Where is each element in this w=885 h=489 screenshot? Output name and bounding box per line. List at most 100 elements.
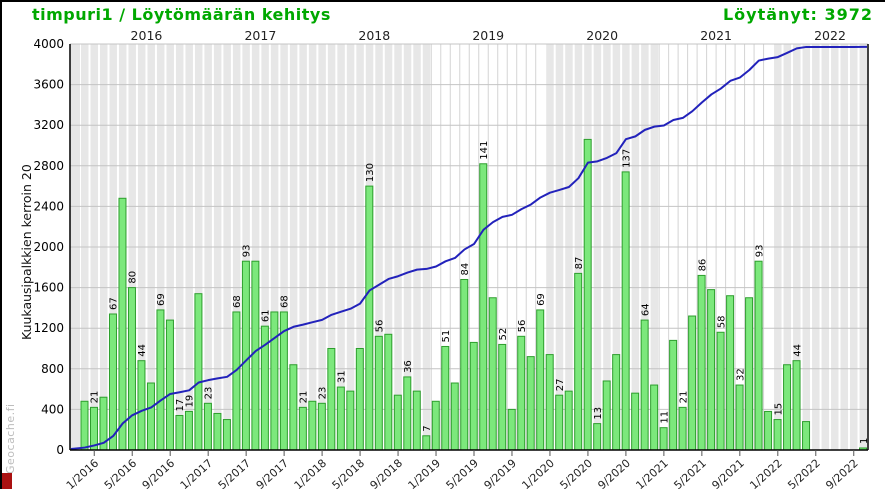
bar-value-label: 21 <box>90 391 101 404</box>
bar-value-label: 21 <box>678 391 689 404</box>
find-bar <box>488 297 497 451</box>
y-tick-label: 2400 <box>33 199 64 213</box>
find-bar <box>317 402 326 451</box>
find-bar <box>526 356 535 451</box>
y-tick-label: 400 <box>41 402 64 416</box>
x-tick-label: 9/2020 <box>595 457 632 489</box>
year-label: 2016 <box>131 28 163 43</box>
find-bar <box>574 272 583 451</box>
bar-value-label: 11 <box>659 411 670 424</box>
found-count: Löytänyt: 3972 <box>722 5 873 24</box>
bar-value-label: 93 <box>242 244 253 257</box>
find-bar <box>469 341 478 451</box>
bar-value-label: 130 <box>365 163 376 182</box>
bar-value-label: 19 <box>185 395 196 408</box>
find-bar <box>308 400 317 451</box>
find-bar <box>754 260 763 451</box>
bar-value-label: 44 <box>792 344 803 357</box>
bar-value-label: 141 <box>479 141 490 160</box>
find-bar <box>707 289 716 451</box>
find-bar <box>232 311 241 451</box>
find-bar <box>602 380 611 451</box>
year-label: 2022 <box>814 28 846 43</box>
cumulative-finds-line <box>70 45 867 450</box>
bar-value-label: 58 <box>716 316 727 329</box>
x-tick-label: 9/2016 <box>140 457 177 489</box>
find-bar <box>422 435 431 451</box>
find-bar <box>355 348 364 451</box>
x-tick-label: 5/2019 <box>444 457 481 489</box>
find-bar <box>564 390 573 451</box>
bar-value-label: 32 <box>735 368 746 381</box>
find-bar <box>735 384 744 451</box>
page-title: timpuri1 / Löytömäärän kehitys <box>32 5 331 24</box>
find-bar <box>631 392 640 451</box>
bar-value-label: 69 <box>536 293 547 306</box>
find-bar <box>764 410 773 451</box>
x-tick-label: 1/2016 <box>64 457 101 489</box>
x-tick-label: 1/2022 <box>747 457 784 489</box>
year-label: 2018 <box>358 28 390 43</box>
find-bar <box>374 335 383 451</box>
find-bar <box>640 319 649 451</box>
bar-value-label: 137 <box>621 149 632 168</box>
find-bar <box>773 419 782 451</box>
find-bar <box>536 309 545 451</box>
find-bar <box>270 311 279 451</box>
find-bar <box>783 364 792 451</box>
find-bar <box>650 384 659 451</box>
find-bar <box>688 315 697 451</box>
top-year-labels: 2016 2017 2018 2019 2020 2021 2022 <box>131 28 846 43</box>
y-tick-labels: 0 400 800 1200 1600 2000 2400 2800 3200 3600 4000 <box>33 37 64 457</box>
y-tick-label: 3200 <box>33 118 64 132</box>
y-tick-label: 800 <box>41 362 64 376</box>
find-bar <box>165 319 174 451</box>
bar-value-label: 7 <box>422 425 433 431</box>
find-bar <box>517 335 526 451</box>
find-bar <box>175 414 184 451</box>
find-bar <box>127 287 136 451</box>
x-tick-label: 5/2020 <box>557 457 594 489</box>
find-bar <box>659 427 668 451</box>
find-bar <box>450 382 459 451</box>
bar-value-label: 68 <box>280 295 291 308</box>
find-bar <box>118 197 127 451</box>
bar-value-label: 27 <box>555 378 566 391</box>
find-bar <box>431 400 440 451</box>
bar-value-label: 52 <box>498 328 509 341</box>
find-bar <box>545 354 554 451</box>
find-bar <box>146 382 155 451</box>
x-tick-label: 9/2021 <box>709 457 746 489</box>
bar-value-label: 44 <box>137 344 148 357</box>
find-bar <box>89 406 98 451</box>
x-tick-label: 5/2021 <box>671 457 708 489</box>
bar-value-label: 15 <box>773 403 784 416</box>
x-tick-label: 9/2018 <box>368 457 405 489</box>
find-bar <box>403 376 412 451</box>
find-bar <box>80 400 89 451</box>
y-gridlines <box>70 43 868 451</box>
find-bar <box>745 297 754 451</box>
find-bar <box>555 394 564 451</box>
bar-value-label: 56 <box>517 320 528 333</box>
x-tick-label: 1/2018 <box>292 457 329 489</box>
find-bar <box>583 138 592 451</box>
find-bar <box>612 354 621 451</box>
find-bar <box>346 390 355 451</box>
find-bar <box>412 390 421 451</box>
y-tick-label: 1200 <box>33 321 64 335</box>
corner-red-mark <box>2 473 12 489</box>
find-bar <box>697 274 706 451</box>
find-bar <box>507 408 516 451</box>
find-bar <box>194 293 203 451</box>
bar-value-label: 13 <box>593 407 604 420</box>
find-bar <box>213 412 222 451</box>
y-tick-label: 3600 <box>33 78 64 92</box>
x-tick-label: 5/2018 <box>330 457 367 489</box>
x-tick-label: 5/2017 <box>216 457 253 489</box>
find-bar <box>802 421 811 451</box>
find-bar <box>336 386 345 451</box>
bar-value-label: 31 <box>337 370 348 383</box>
bar-value-label: 17 <box>175 399 186 412</box>
